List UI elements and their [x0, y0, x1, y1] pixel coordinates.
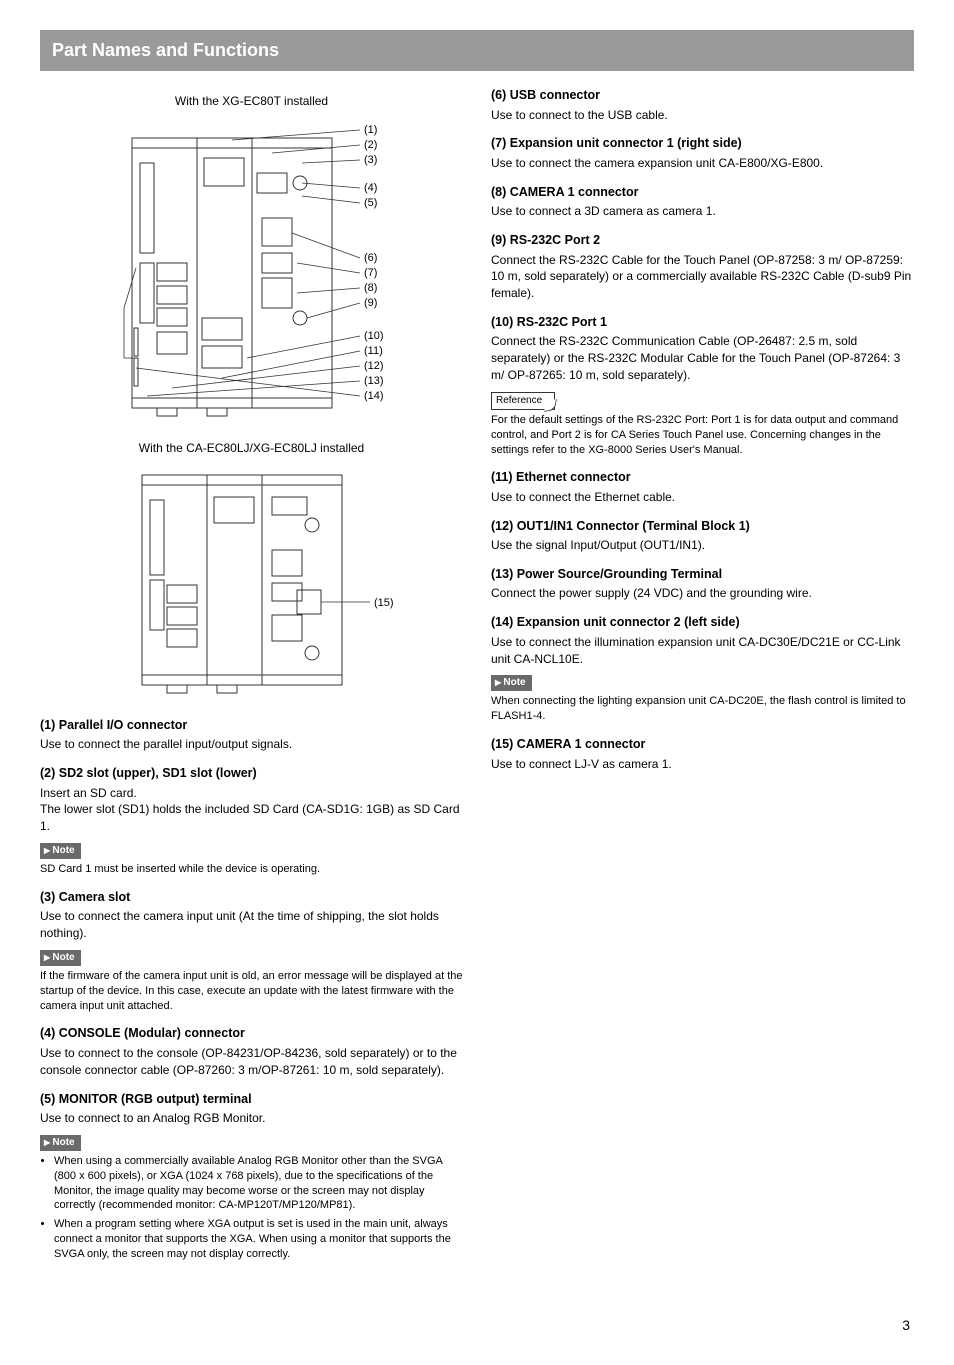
item-15-title: (15) CAMERA 1 connector: [491, 736, 914, 754]
section-header: Part Names and Functions: [40, 30, 914, 71]
item-5-note-list: When using a commercially available Anal…: [40, 1154, 463, 1262]
item-8-title: (8) CAMERA 1 connector: [491, 184, 914, 202]
fig1-label-2: (2): [364, 139, 377, 151]
item-3-title: (3) Camera slot: [40, 889, 463, 907]
fig1: (1) (2) (3) (4) (5) (6) (7) (8) (9) (10)…: [40, 118, 463, 428]
item-4-title: (4) CONSOLE (Modular) connector: [40, 1025, 463, 1043]
note-badge: Note: [40, 1135, 81, 1151]
item-1-title: (1) Parallel I/O connector: [40, 717, 463, 735]
fig1-label-9: (9): [364, 297, 377, 309]
fig1-label-3: (3): [364, 154, 377, 166]
item-13-body: Connect the power supply (24 VDC) and th…: [491, 585, 914, 602]
item-12-body: Use the signal Input/Output (OUT1/IN1).: [491, 537, 914, 554]
item-14-body: Use to connect the illumination expansio…: [491, 634, 914, 668]
item-9-body: Connect the RS-232C Cable for the Touch …: [491, 252, 914, 302]
item-6-title: (6) USB connector: [491, 87, 914, 105]
item-9-title: (9) RS-232C Port 2: [491, 232, 914, 250]
item-1-body: Use to connect the parallel input/output…: [40, 736, 463, 753]
item-14-title: (14) Expansion unit connector 2 (left si…: [491, 614, 914, 632]
fig1-label-6: (6): [364, 252, 377, 264]
page-number: 3: [40, 1316, 914, 1336]
fig1-label-7: (7): [364, 267, 377, 279]
fig1-label-11: (11): [364, 345, 383, 357]
item-5-note-1: When using a commercially available Anal…: [54, 1154, 463, 1213]
item-10-ref: For the default settings of the RS-232C …: [491, 413, 914, 458]
item-6-body: Use to connect to the USB cable.: [491, 107, 914, 124]
item-2-title: (2) SD2 slot (upper), SD1 slot (lower): [40, 765, 463, 783]
item-14-note: When connecting the lighting expansion u…: [491, 694, 914, 724]
item-11-title: (11) Ethernet connector: [491, 469, 914, 487]
item-5-title: (5) MONITOR (RGB output) terminal: [40, 1091, 463, 1109]
item-2-note: SD Card 1 must be inserted while the dev…: [40, 862, 463, 877]
fig1-label-8: (8): [364, 282, 377, 294]
item-11-body: Use to connect the Ethernet cable.: [491, 489, 914, 506]
item-3-note: If the firmware of the camera input unit…: [40, 969, 463, 1014]
right-column: (6) USB connector Use to connect to the …: [491, 87, 914, 1266]
item-10-title: (10) RS-232C Port 1: [491, 314, 914, 332]
note-badge: Note: [40, 843, 81, 859]
fig1-label-12: (12): [364, 360, 384, 372]
item-15-body: Use to connect LJ-V as camera 1.: [491, 756, 914, 773]
item-7-title: (7) Expansion unit connector 1 (right si…: [491, 135, 914, 153]
fig2-caption: With the CA-EC80LJ/XG-EC80LJ installed: [40, 440, 463, 457]
fig1-label-4: (4): [364, 182, 377, 194]
fig1-caption: With the XG-EC80T installed: [40, 93, 463, 110]
note-badge: Note: [491, 675, 532, 691]
item-5-note-2: When a program setting where XGA output …: [54, 1217, 463, 1262]
fig1-label-14: (14): [364, 390, 384, 402]
fig1-label-5: (5): [364, 197, 377, 209]
item-12-title: (12) OUT1/IN1 Connector (Terminal Block …: [491, 518, 914, 536]
fig1-label-13: (13): [364, 375, 384, 387]
item-3-body: Use to connect the camera input unit (At…: [40, 908, 463, 942]
item-13-title: (13) Power Source/Grounding Terminal: [491, 566, 914, 584]
item-7-body: Use to connect the camera expansion unit…: [491, 155, 914, 172]
fig1-label-1: (1): [364, 124, 377, 136]
two-column-layout: With the XG-EC80T installed: [40, 87, 914, 1266]
item-2-body: Insert an SD card.The lower slot (SD1) h…: [40, 785, 463, 835]
item-10-body: Connect the RS-232C Communication Cable …: [491, 333, 914, 383]
note-badge: Note: [40, 950, 81, 966]
left-column: With the XG-EC80T installed: [40, 87, 463, 1266]
item-8-body: Use to connect a 3D camera as camera 1.: [491, 203, 914, 220]
item-5-body: Use to connect to an Analog RGB Monitor.: [40, 1110, 463, 1127]
reference-badge: Reference: [491, 392, 555, 410]
fig2: (15): [40, 465, 463, 705]
item-4-body: Use to connect to the console (OP-84231/…: [40, 1045, 463, 1079]
fig1-label-10: (10): [364, 330, 384, 342]
fig2-label-15: (15): [374, 597, 394, 609]
